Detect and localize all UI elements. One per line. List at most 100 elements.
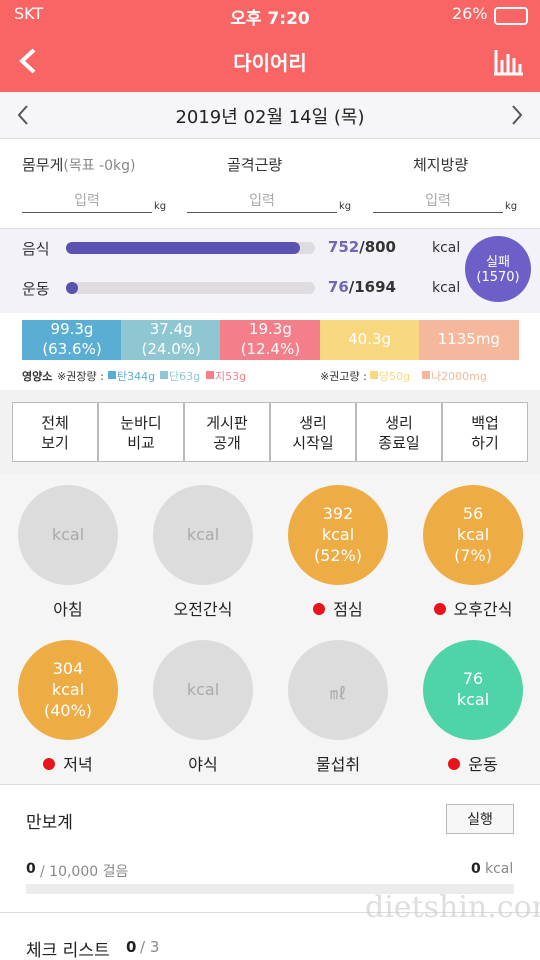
- next-date[interactable]: [510, 104, 524, 126]
- menu-button[interactable]: 눈바디 비교: [98, 402, 184, 462]
- title: 다이어리: [233, 51, 307, 75]
- time: 오후 7:20: [230, 9, 310, 29]
- menu-button-text: 생리: [299, 414, 327, 432]
- metric-unit: kg: [339, 201, 352, 212]
- meal-circle[interactable]: 76 kcal: [423, 640, 523, 740]
- meal-text: kcal: [321, 524, 355, 544]
- metric-unit: kg: [505, 201, 518, 212]
- meal-text: kcal: [456, 690, 490, 709]
- pedometer-title: 만보계: [26, 813, 73, 833]
- divider: [0, 912, 540, 913]
- meal-circle[interactable]: kcal: [18, 485, 118, 585]
- back-button[interactable]: [16, 46, 42, 76]
- meal-label: 운동: [403, 751, 540, 775]
- menu-button-text: 종료일: [378, 434, 420, 452]
- meal-text: kcal: [186, 679, 220, 699]
- metric-label: 몸무게(목표 -0kg): [22, 156, 136, 174]
- menu-button-text: 하기: [471, 434, 499, 452]
- meal-name: 오전간식: [173, 600, 233, 619]
- meal-text: kcal: [456, 524, 490, 544]
- menu-button-text: 전체: [41, 414, 69, 432]
- carrier: SKT: [14, 4, 44, 23]
- meal-circle[interactable]: kcal: [153, 640, 253, 740]
- energy-separator: /: [359, 238, 365, 256]
- meal-circle[interactable]: 304 kcal (40%): [18, 640, 118, 740]
- meal-text: 304: [52, 658, 84, 678]
- energy-current: 752: [327, 238, 360, 256]
- legend-item: 지53g: [215, 370, 247, 383]
- meal-name: 물섭취: [315, 755, 361, 774]
- stats-icon[interactable]: [492, 46, 524, 76]
- status-dot: [433, 603, 446, 615]
- menu-button[interactable]: 게시판 공개: [184, 402, 270, 462]
- meal-text: 392: [322, 503, 354, 523]
- kcal-unit: kcal: [485, 861, 514, 877]
- energy-label: 운동: [22, 280, 50, 298]
- metric-unit: kg: [154, 201, 167, 212]
- legend-swatch: [422, 371, 430, 379]
- metric-input[interactable]: 입력: [373, 190, 503, 213]
- badge-value: (1570): [476, 270, 520, 285]
- nutrient-text: (63.6%): [42, 340, 102, 358]
- badge: [465, 236, 531, 302]
- meal-name: 아침: [53, 600, 83, 619]
- energy-value: 752/800: [300, 238, 396, 256]
- menu-button[interactable]: 백업 하기: [442, 402, 528, 462]
- meal-label: 저녁: [0, 751, 138, 775]
- checklist-title: 체크 리스트: [26, 941, 110, 960]
- meal-circle[interactable]: 56 kcal (7%): [423, 485, 523, 585]
- prev-date[interactable]: [16, 104, 30, 126]
- legend-adv: ※권고량 :: [320, 370, 367, 383]
- status-dot: [43, 758, 56, 770]
- battery: 26%: [452, 4, 488, 23]
- nutrient-text: 19.3g: [248, 320, 292, 338]
- nutrient-segment: 40.3g: [319, 320, 420, 360]
- nutrient-text: 99.3g: [50, 320, 94, 338]
- menu-button[interactable]: 생리 시작일: [270, 402, 356, 462]
- nutrient-segment: 1135mg: [418, 320, 519, 360]
- energy-goal: 800: [364, 238, 396, 256]
- metric-label: 골격근량: [227, 156, 283, 174]
- meal-label: 점심: [268, 596, 408, 620]
- meal-label: 오후간식: [403, 596, 540, 620]
- kcal: 0: [471, 861, 481, 877]
- badge-status: 실패: [486, 255, 510, 270]
- meal-circle[interactable]: kcal: [153, 485, 253, 585]
- checklist-total: / 3: [140, 938, 160, 956]
- menu-button-text: 보기: [41, 434, 69, 452]
- steps: 0: [26, 861, 36, 877]
- meal-name: 저녁: [63, 755, 93, 774]
- meal-circle[interactable]: 392 kcal (52%): [288, 485, 388, 585]
- legend-swatch: [370, 371, 378, 379]
- energy-goal: 1694: [354, 278, 396, 296]
- meal-name: 오후간식: [453, 600, 513, 619]
- metric-input[interactable]: 입력: [22, 190, 152, 213]
- progress-fill: [66, 282, 78, 294]
- meal-label: 아침: [0, 596, 138, 620]
- legend-item: 탄344g: [117, 370, 156, 383]
- progress-track: [66, 282, 315, 294]
- meal-label: 물섭취: [268, 751, 408, 775]
- energy-label: 음식: [22, 240, 50, 258]
- energy-value: 76/1694: [300, 278, 396, 296]
- metric-input[interactable]: 입력: [187, 190, 337, 213]
- steps-goal: / 10,000 걸음: [40, 864, 129, 880]
- meal-text: 56: [462, 503, 484, 523]
- meal-name: 운동: [468, 755, 498, 774]
- legend-rec: ※권장량 :: [57, 370, 104, 383]
- date-bar: [0, 92, 540, 139]
- run-button[interactable]: 실행: [446, 804, 514, 834]
- progress-fill: [66, 242, 301, 254]
- meal-circle[interactable]: ㎖: [288, 640, 388, 740]
- nutrient-text: 37.4g: [149, 320, 193, 338]
- metric-label: 체지방량: [413, 156, 469, 174]
- status-dot: [448, 758, 461, 770]
- metric-note: (목표 -0kg): [63, 158, 136, 174]
- legend-swatch: [160, 371, 168, 379]
- menu-button-text: 눈바디: [120, 414, 162, 432]
- legend-item: 나2000mg: [431, 370, 487, 383]
- meal-name: 점심: [333, 600, 363, 619]
- menu-button[interactable]: 생리 종료일: [356, 402, 442, 462]
